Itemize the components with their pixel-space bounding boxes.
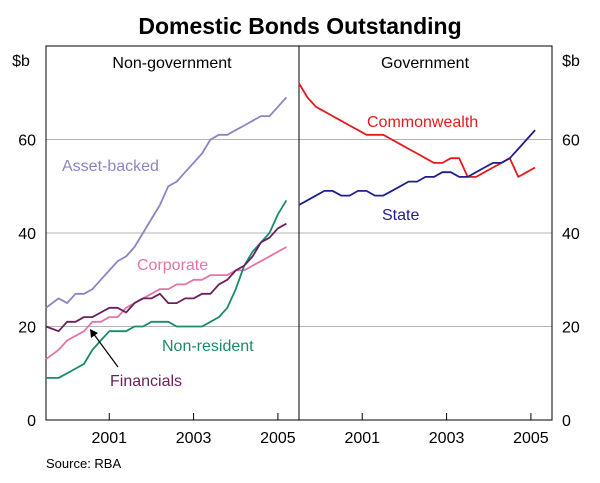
y-tick-label-left: 40 <box>18 226 36 243</box>
y-axis-unit-right: $b <box>562 53 580 70</box>
source-note: Source: RBA <box>46 456 121 471</box>
series-label-corporate: Corporate <box>137 257 208 274</box>
y-axis-unit-left: $b <box>12 53 30 70</box>
y-tick-label-left: 0 <box>27 413 36 430</box>
y-ticks: 0 20 40 60 0 20 40 60 <box>18 133 580 431</box>
series-lines <box>45 82 536 379</box>
y-tick-label-left: 20 <box>18 320 36 337</box>
series-label-financials: Financials <box>110 373 182 390</box>
panel-title-government: Government <box>381 55 470 72</box>
series-line-financials <box>45 222 287 333</box>
x-tick-label: 2005 <box>513 430 549 447</box>
x-ticks: 2001 2003 2005 2001 2003 2005 <box>91 413 549 447</box>
y-tick-label-right: 0 <box>562 413 571 430</box>
y-tick-label-right: 60 <box>562 133 580 150</box>
series-label-asset-backed: Asset-backed <box>62 158 159 175</box>
series-line-non-resident <box>46 199 288 379</box>
series-line-state <box>298 129 536 206</box>
series-label-non-resident: Non-resident <box>162 338 254 355</box>
y-tick-label-left: 60 <box>18 133 36 150</box>
x-tick-label: 2001 <box>91 430 127 447</box>
grid-lines <box>46 139 552 327</box>
series-line-corporate <box>45 246 287 360</box>
financials-arrow <box>90 329 119 368</box>
x-tick-label: 2003 <box>176 430 212 447</box>
x-tick-label: 2001 <box>344 430 380 447</box>
series-line-asset-backed <box>45 96 288 309</box>
x-tick-label: 2005 <box>260 430 296 447</box>
series-label-commonwealth: Commonwealth <box>367 114 478 131</box>
series-label-state: State <box>382 207 419 224</box>
y-tick-label-right: 20 <box>562 320 580 337</box>
panel-title-non-government: Non-government <box>112 55 232 72</box>
y-tick-label-right: 40 <box>562 226 580 243</box>
series-line-commonwealth <box>298 82 536 178</box>
x-tick-label: 2003 <box>429 430 465 447</box>
chart-title: Domestic Bonds Outstanding <box>138 13 461 39</box>
